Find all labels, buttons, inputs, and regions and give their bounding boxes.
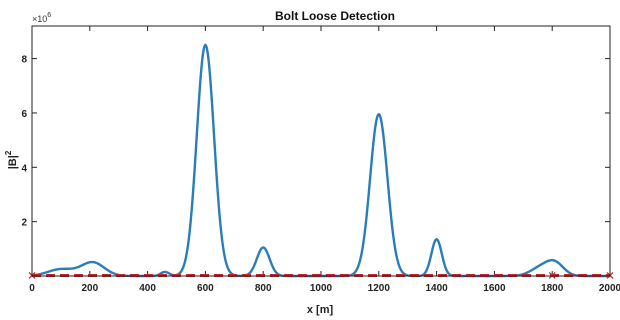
y-tick-label: 2 — [21, 218, 27, 229]
signal-peak-point — [262, 246, 265, 249]
y-multiplier-base: ×10 — [32, 14, 47, 24]
plot-area — [28, 26, 614, 279]
x-tick-label: 1800 — [541, 283, 564, 294]
y-axis-label-exp: 2 — [4, 150, 13, 155]
x-tick-label: 200 — [81, 283, 98, 294]
y-tick-label: 6 — [21, 109, 27, 120]
x-tick-label: 1400 — [425, 283, 448, 294]
plot-frame — [31, 25, 611, 277]
y-tick-label: 4 — [21, 163, 27, 174]
marker-stroke-b — [548, 271, 556, 279]
signal-peak-point — [204, 44, 207, 46]
signal-peak-point — [60, 268, 62, 270]
x-tick-label: 800 — [255, 283, 272, 294]
x-tick-label: 2000 — [599, 283, 620, 294]
signal-peak-point — [435, 238, 438, 241]
x-tick-label: 1200 — [368, 283, 391, 294]
signal-peak-point — [91, 261, 94, 263]
x-tick-label: 400 — [139, 283, 156, 294]
y-multiplier-exp: 6 — [47, 12, 51, 19]
signal-peak-point — [164, 271, 166, 273]
x-tick-label: 1600 — [483, 283, 506, 294]
signal-peak-point — [554, 260, 556, 262]
chart-title: Bolt Loose Detection — [275, 9, 395, 23]
y-axis-label-base: |B| — [7, 155, 19, 169]
x-tick-label: 600 — [197, 283, 214, 294]
x-tick-label: 1000 — [310, 283, 333, 294]
baseline-x-marker — [548, 271, 556, 279]
signal-peak-point — [539, 263, 542, 266]
x-tick-label: 0 — [29, 283, 35, 294]
x-axis-label: x [m] — [307, 304, 334, 316]
signal-line — [31, 43, 610, 278]
y-axis-label: |B|2 — [4, 150, 19, 169]
y-multiplier: ×106 — [32, 12, 51, 24]
y-tick-label: 8 — [21, 55, 27, 66]
signal-peak-point — [378, 113, 380, 116]
